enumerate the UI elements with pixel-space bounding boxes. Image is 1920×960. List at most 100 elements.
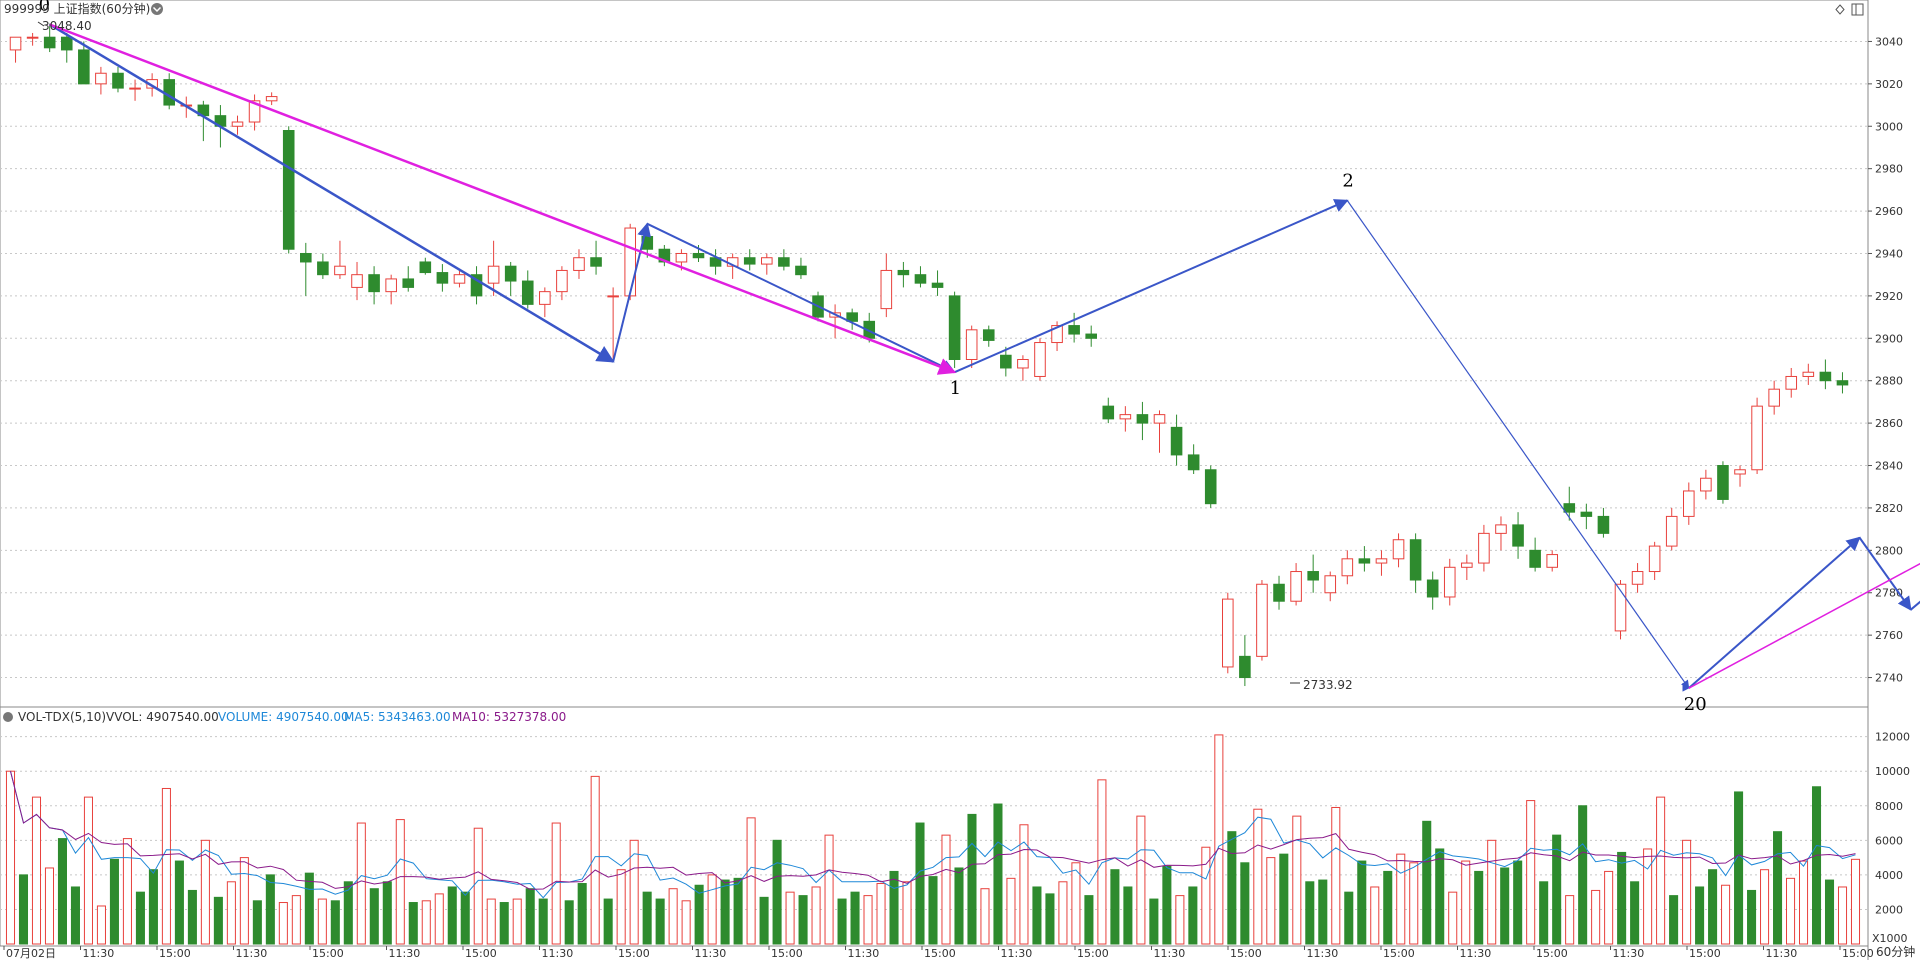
candle-body [1478,532,1490,564]
x-tick-label: 15:00 [924,947,956,960]
volume-tick-label: 12000 [1875,731,1910,744]
volume-bar [265,874,275,945]
wave-lines [49,23,1920,689]
volume-bar [733,877,743,945]
volume-bar [759,896,769,945]
candle-body [761,257,773,265]
volume-bar [369,888,379,945]
x-tick-label: 11:30 [1460,947,1492,960]
candle-body [436,272,449,284]
volume-bar [135,891,145,945]
volume-bar [109,858,119,945]
volume-bar [1837,886,1848,945]
high-marker-arrow [37,21,45,27]
volume-bar [668,888,678,945]
volume-bar [226,881,236,945]
candle-body [1392,539,1405,560]
volume-bar [1032,886,1042,945]
volume-bar [1552,834,1562,945]
candle-body [470,274,483,297]
volume-y-axis: 2000 4000 6000 8000 10000 12000 [1875,731,1910,917]
candle-body [9,36,22,51]
volume-bar [967,813,977,945]
candle-body [590,257,602,267]
candle-body [1409,539,1422,581]
candle-body [1683,490,1695,517]
candle-body [1170,426,1183,456]
volume-bar [720,879,730,945]
x-axis-labels: 07月02日 11:30 15:00 11:30 15:00 11:30 15:00 11:3… [3,946,1874,960]
volume-bar [57,838,67,945]
volume-bar [1019,824,1029,945]
price-tick-label: 2920 [1875,290,1903,303]
volume-bar [486,898,496,945]
volume-tick-label: 6000 [1875,834,1903,847]
x-tick-label: 11:30 [1766,947,1798,960]
candle-body [1051,325,1063,344]
volume-bar [291,895,301,945]
candle-body [1034,342,1046,377]
candle-body [1204,469,1217,505]
candle-body [1358,558,1371,564]
candle-body [880,269,893,310]
volume-bar [902,881,912,945]
candle-body [317,261,329,276]
x-tick-label: 15:00 [771,947,803,960]
volume-bar [122,838,132,945]
candle-body [539,291,551,305]
volume-chevron-icon[interactable] [3,712,13,722]
diamond-icon[interactable] [1835,4,1845,15]
candle-body [129,87,141,90]
volume-bar [1214,734,1224,945]
blue-wave-line [1858,537,1912,611]
candle-body [385,278,397,293]
volume-bar [161,787,171,945]
volume-bar [954,867,964,945]
volume-bar [837,898,847,945]
volume-bar [538,898,548,945]
candle-body [1768,388,1780,407]
volume-bar [1669,895,1679,945]
volume-bar [304,872,314,945]
price-tick-label: 3040 [1875,35,1903,48]
volume-bar [1110,869,1120,945]
price-tick-label: 2800 [1875,544,1903,557]
candle-body [1546,554,1558,568]
panel-toggle-icon[interactable] [1851,3,1864,16]
period-label[interactable]: 60分钟 [1876,944,1915,959]
volume-bar [1630,881,1640,945]
blue-wave-line [612,222,652,362]
x-tick-label: 11:30 [542,947,574,960]
blue-wave-line [49,23,615,363]
volume-bar [356,822,366,945]
candle-body [948,295,961,360]
volume-bar [343,881,353,945]
volume-bar [447,886,457,945]
volume-bar [1682,839,1692,945]
x-tick-label: 11:30 [236,947,268,960]
candle-body [1136,414,1149,424]
chevron-down-icon[interactable] [151,3,163,15]
volume-bar [681,900,691,945]
volume-bar [1084,895,1094,945]
volume-bar [1539,881,1549,945]
candle-body [931,282,944,288]
volume-bar [928,876,938,945]
candle-body [1426,579,1439,598]
volume-bar [1773,831,1783,945]
volume-bar [1565,895,1575,945]
ma10-line [10,771,1856,890]
candle-body [1187,454,1200,471]
candle-body [1000,354,1012,369]
volume-bar [1162,865,1172,945]
x-tick-label: 15:00 [312,947,344,960]
volume-bar [473,827,483,945]
candle-body [1717,465,1729,500]
candle-body [1239,655,1251,679]
wave-label: 20 [1684,694,1707,715]
volume-bar [1850,858,1861,945]
candle-body [112,72,124,89]
volume-unit: X1000 [1872,932,1908,945]
volume-bar [590,775,600,945]
